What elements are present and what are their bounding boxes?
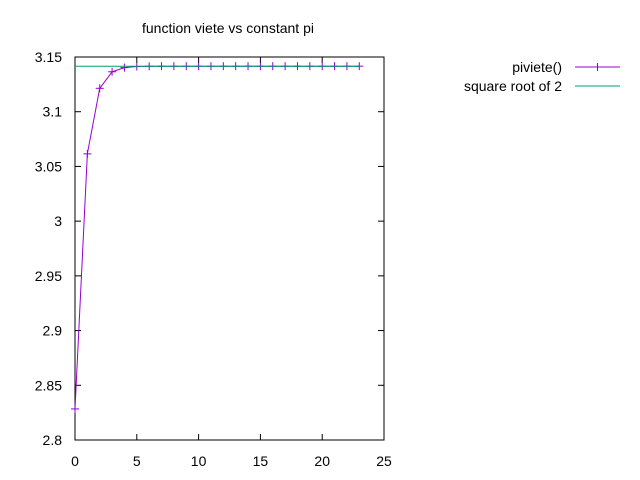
- x-tick-label: 5: [133, 453, 141, 469]
- y-tick-label: 3.15: [35, 49, 62, 65]
- x-tick-label: 20: [314, 453, 330, 469]
- x-tick-label: 15: [253, 453, 269, 469]
- x-tick-label: 25: [376, 453, 392, 469]
- plot-layer: 2.8 2.85 2.9 2.95 3 3.05 3.1 3.15 0 5 10 15 20 25: [35, 49, 392, 469]
- x-tick-label: 10: [191, 453, 207, 469]
- series-line-1: [74, 65, 360, 409]
- data-point: [120, 63, 129, 72]
- y-tick-label: 3: [54, 213, 62, 229]
- y-tick-label: 2.9: [43, 323, 63, 339]
- legend: piviete() square root of 2: [464, 59, 620, 94]
- legend-label-2: square root of 2: [464, 78, 562, 94]
- legend-label-1: piviete(): [512, 59, 562, 75]
- data-point: [83, 149, 92, 158]
- chart-title: function viete vs constant pi: [142, 20, 314, 36]
- data-point: [71, 404, 79, 413]
- y-tick-label: 3.05: [35, 158, 62, 174]
- data-point: [95, 84, 104, 93]
- y-tick-label: 2.95: [35, 268, 62, 284]
- y-tick-label: 2.8: [43, 432, 63, 448]
- y-tick-label: 2.85: [35, 377, 62, 393]
- y-tick-label: 3.1: [43, 104, 63, 120]
- x-tick-label: 0: [71, 453, 79, 469]
- data-point: [108, 67, 117, 76]
- plot-border: [74, 56, 385, 441]
